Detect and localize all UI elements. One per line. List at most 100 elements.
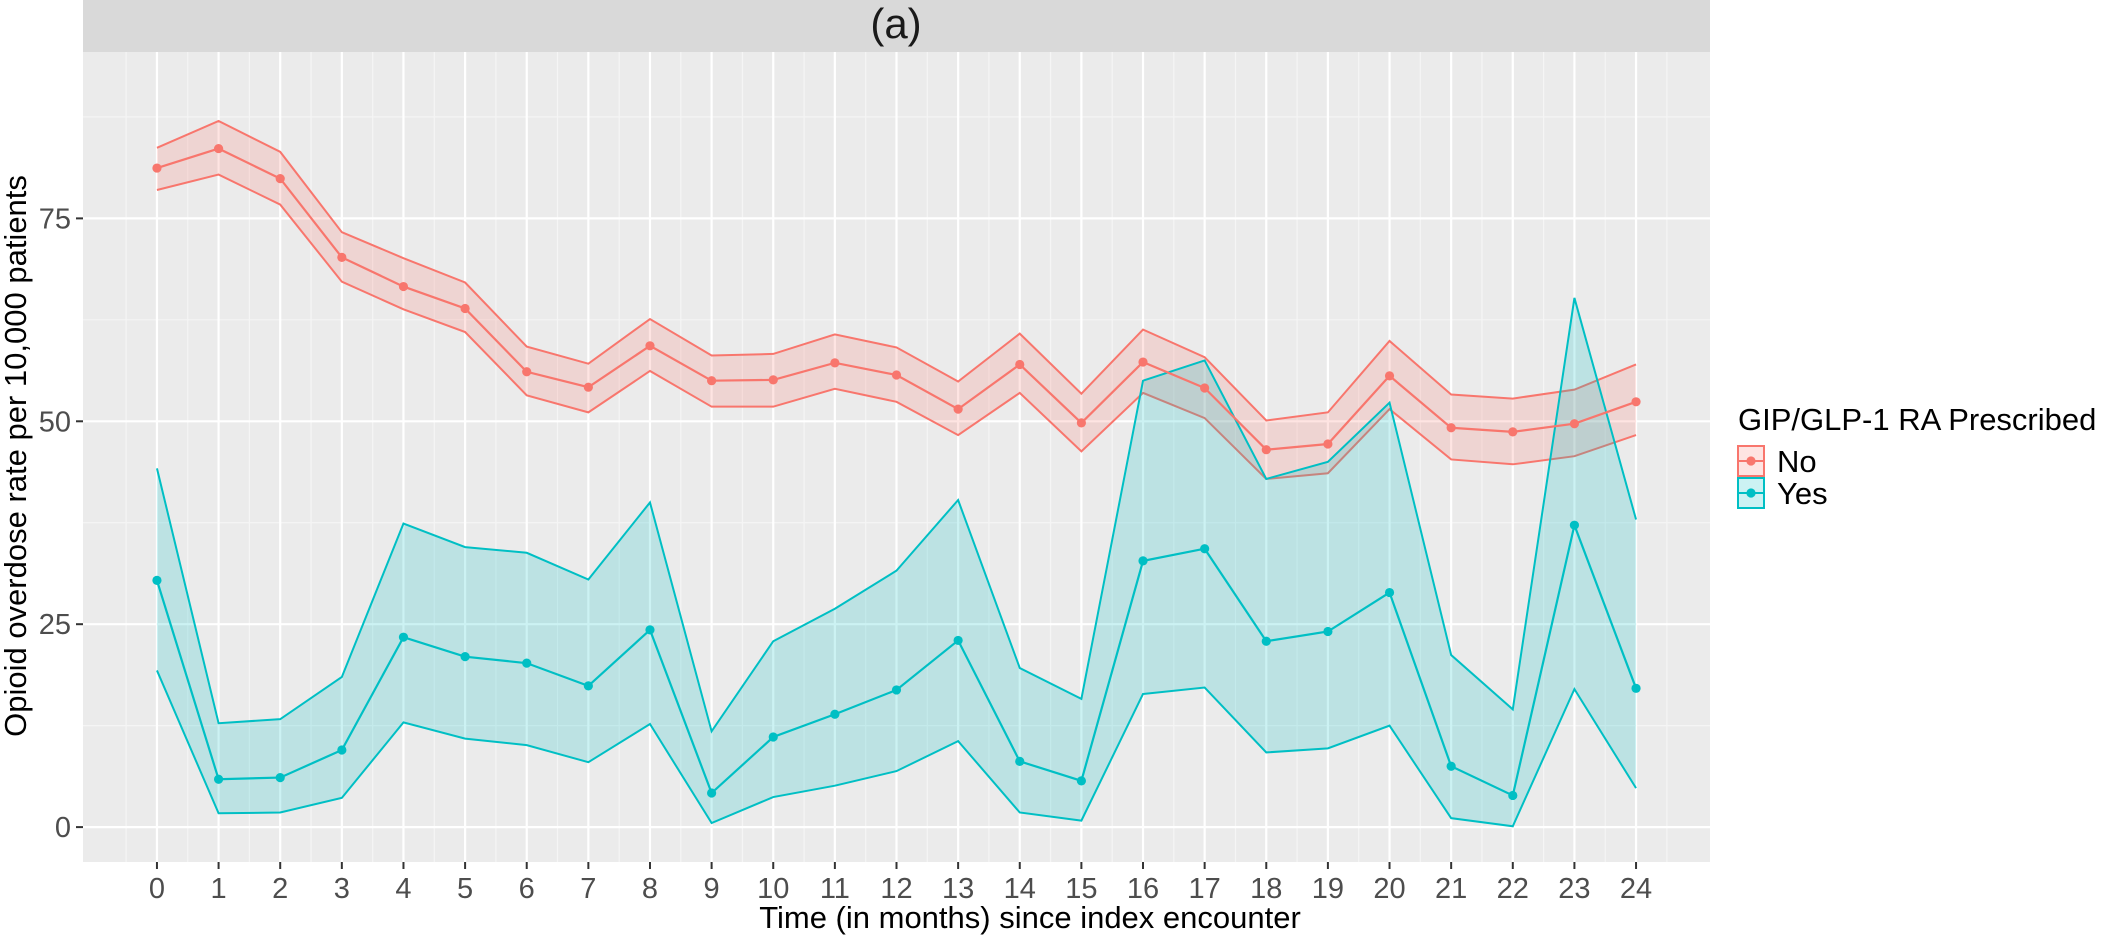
- y-tick-label: 25: [39, 609, 71, 641]
- x-tick-label: 22: [1497, 873, 1529, 905]
- x-tick-label: 7: [580, 873, 596, 905]
- x-tick-label: 1: [211, 873, 227, 905]
- data-point-no: [953, 404, 963, 414]
- data-point-yes: [645, 625, 655, 635]
- y-axis-ticks: 0 25 50 75: [39, 203, 83, 844]
- y-tick-label: 0: [55, 812, 71, 844]
- data-point-no: [645, 341, 655, 351]
- x-tick-label: 23: [1558, 873, 1590, 905]
- x-tick-label: 24: [1620, 873, 1652, 905]
- x-tick-label: 18: [1250, 873, 1282, 905]
- data-point-yes: [891, 685, 902, 695]
- chart-title: (a): [870, 0, 921, 47]
- ribbon-lower-line-yes: [156, 670, 1637, 828]
- y-axis-title: Opioid overdose rate per 10,000 patients: [0, 175, 33, 737]
- major-gridlines: [83, 52, 1710, 862]
- minor-gridlines: [83, 52, 1710, 862]
- data-point-yes: [707, 788, 717, 798]
- y-tick-label: 50: [39, 406, 71, 438]
- data-point-no: [275, 174, 285, 184]
- data-point-no: [152, 163, 162, 173]
- legend-item-yes: Yes: [1737, 476, 1828, 511]
- data-point-no: [1200, 383, 1210, 393]
- ribbon-upper-line-yes: [155, 297, 1638, 734]
- x-axis-title: Time (in months) since index encounter: [759, 900, 1301, 935]
- data-point-no: [1138, 357, 1148, 367]
- data-point-yes: [953, 635, 963, 646]
- confidence-ribbons: [155, 119, 1638, 828]
- ribbon-yes: [156, 297, 1637, 827]
- data-point-no: [830, 358, 840, 368]
- x-tick-label: 17: [1189, 873, 1221, 905]
- ribbon-no: [156, 120, 1637, 479]
- x-tick-label: 10: [757, 873, 789, 905]
- data-point-yes: [1569, 520, 1580, 530]
- x-tick-label: 8: [642, 873, 658, 905]
- data-point-yes: [1446, 761, 1456, 771]
- data-point-yes: [337, 745, 347, 755]
- data-point-no: [522, 367, 532, 377]
- ribbon-lower-line-no: [156, 173, 1637, 480]
- x-tick-label: 20: [1373, 873, 1405, 905]
- data-point-no: [1323, 439, 1333, 449]
- facet-strip: [83, 0, 1710, 52]
- data-point-no: [1384, 371, 1395, 381]
- data-point-no: [460, 303, 470, 314]
- data-point-yes: [768, 732, 778, 742]
- data-point-yes: [1631, 683, 1641, 693]
- x-tick-label: 9: [704, 873, 720, 905]
- legend-title: GIP/GLP-1 RA Prescribed: [1738, 402, 2096, 437]
- data-point-yes: [522, 658, 532, 668]
- legend-item-no: No: [1737, 444, 1817, 479]
- data-point-no: [707, 376, 717, 386]
- data-point-yes: [1138, 556, 1148, 566]
- data-point-no: [398, 281, 409, 292]
- x-tick-label: 15: [1065, 873, 1097, 905]
- data-point-no: [1261, 445, 1271, 455]
- data-point-yes: [1384, 587, 1395, 598]
- x-tick-label: 14: [1004, 873, 1036, 905]
- data-point-no: [891, 370, 902, 380]
- data-point-no: [583, 382, 593, 392]
- x-tick-label: 11: [820, 873, 850, 905]
- data-point-yes: [275, 772, 285, 783]
- x-tick-label: 3: [334, 873, 350, 905]
- data-point-yes: [1261, 636, 1271, 646]
- y-tick-label: 75: [39, 203, 71, 235]
- x-axis-ticks: 0 1 2 3 4 5 6 7 8 9 10 11 12 13 14 15 16 17 18 19 20 21 22 23 24: [149, 862, 1652, 905]
- data-point-yes: [152, 575, 162, 585]
- data-point-no: [1446, 423, 1456, 433]
- data-point-yes: [583, 681, 593, 691]
- data-point-no: [1508, 427, 1518, 437]
- legend-key-point-yes: [1746, 488, 1756, 498]
- data-point-yes: [213, 774, 224, 784]
- ribbon-upper-line-no: [156, 119, 1637, 422]
- x-tick-label: 12: [880, 873, 912, 905]
- x-tick-label: 5: [457, 873, 473, 905]
- data-point-yes: [398, 632, 409, 642]
- series-points: [152, 143, 1641, 801]
- data-point-yes: [1200, 544, 1210, 554]
- x-tick-label: 21: [1435, 873, 1467, 905]
- data-point-no: [213, 143, 224, 154]
- data-point-no: [1015, 359, 1025, 370]
- x-tick-label: 6: [519, 873, 535, 905]
- data-point-yes: [460, 652, 470, 662]
- legend-label-no: No: [1777, 444, 1817, 479]
- data-point-yes: [1076, 776, 1086, 786]
- x-tick-label: 0: [149, 873, 165, 905]
- data-point-no: [1631, 397, 1641, 407]
- x-tick-label: 2: [272, 873, 288, 905]
- data-point-yes: [830, 709, 840, 719]
- data-point-yes: [1508, 790, 1518, 801]
- x-tick-label: 16: [1127, 873, 1159, 905]
- legend-key-point-no: [1746, 456, 1756, 466]
- data-point-no: [768, 375, 778, 385]
- x-tick-label: 19: [1312, 873, 1344, 905]
- data-point-no: [337, 252, 347, 262]
- data-point-no: [1569, 419, 1580, 429]
